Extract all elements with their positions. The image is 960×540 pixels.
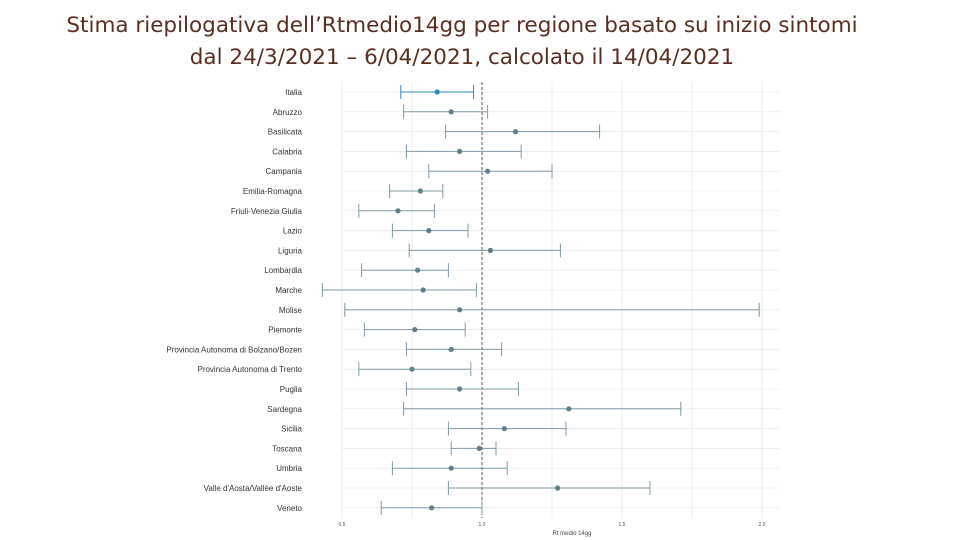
point-estimate xyxy=(566,406,572,412)
grid xyxy=(341,82,780,518)
point-estimate xyxy=(448,465,454,471)
point-estimate xyxy=(476,445,482,451)
region-label: Emilia-Romagna xyxy=(243,187,303,196)
region-label: Campania xyxy=(266,167,303,176)
point-estimate xyxy=(412,327,418,333)
point-estimate xyxy=(485,168,491,174)
x-tick-label: 1.0 xyxy=(479,522,486,528)
region-label: Basilicata xyxy=(268,128,303,137)
point-estimates xyxy=(395,89,572,511)
region-label: Puglia xyxy=(280,385,303,394)
point-estimate xyxy=(434,89,440,95)
region-label: Molise xyxy=(279,306,303,315)
point-estimate xyxy=(457,148,463,154)
region-label: Lazio xyxy=(283,227,303,236)
slide-title: Stima riepilogativa dell’Rtmedio14gg per… xyxy=(66,13,858,70)
point-estimate xyxy=(426,228,432,234)
region-label: Calabria xyxy=(272,147,302,156)
region-label: Provincia Autonoma di Trento xyxy=(197,365,302,374)
confidence-intervals xyxy=(321,85,760,515)
region-label: Piemonte xyxy=(268,326,302,335)
point-estimate xyxy=(415,267,421,273)
region-label: Valle d'Aosta/Vallée d'Aoste xyxy=(204,484,303,493)
region-label: Friuli-Venezia Giulia xyxy=(231,207,303,216)
x-tick-label: 2.0 xyxy=(759,522,766,528)
x-axis-ticks: 0.5 1.0 1.5 2.0 xyxy=(339,522,766,528)
x-axis-title: Rt medio 14gg xyxy=(552,531,591,537)
region-label: Italia xyxy=(285,88,302,97)
point-estimate xyxy=(417,188,423,194)
point-estimate xyxy=(448,346,454,352)
region-label: Toscana xyxy=(272,444,302,453)
region-label: Liguria xyxy=(278,246,303,255)
point-estimate xyxy=(429,505,435,511)
region-label: Marche xyxy=(275,286,302,295)
region-label: Abruzzo xyxy=(273,108,303,117)
y-axis-labels: Italia Abruzzo Basilicata Calabria Campania E… xyxy=(166,88,302,513)
region-label: Sicilia xyxy=(281,425,302,434)
point-estimate xyxy=(501,426,507,432)
point-estimate xyxy=(409,366,415,372)
point-estimate xyxy=(457,386,463,392)
point-estimate xyxy=(457,307,463,313)
region-label: Veneto xyxy=(277,504,302,513)
x-tick-label: 1.5 xyxy=(619,522,626,528)
point-estimate xyxy=(448,109,454,115)
point-estimate xyxy=(555,485,561,491)
point-estimate xyxy=(513,129,519,135)
region-label: Umbria xyxy=(276,464,302,473)
point-estimate xyxy=(487,247,493,253)
x-tick-label: 0.5 xyxy=(339,522,346,528)
region-label: Provincia Autonoma di Bolzano/Bozen xyxy=(166,345,302,354)
region-label: Lombardia xyxy=(264,266,302,275)
point-estimate xyxy=(420,287,426,293)
point-estimate xyxy=(395,208,401,214)
region-label: Sardegna xyxy=(267,405,302,414)
